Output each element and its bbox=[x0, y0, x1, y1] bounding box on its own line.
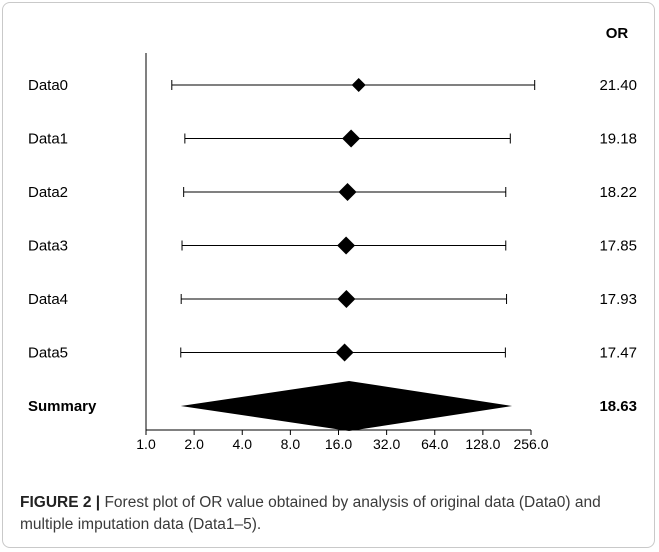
point-estimate-marker bbox=[337, 236, 356, 255]
summary-or-value: 18.63 bbox=[599, 398, 637, 415]
or-value: 21.40 bbox=[599, 77, 637, 94]
x-tick-label: 8.0 bbox=[281, 436, 301, 452]
row-label: Data4 bbox=[28, 291, 68, 308]
x-tick-label: 256.0 bbox=[513, 436, 548, 452]
rows-layer: Data0 21.40 Data1 19.18 Data2 18.22 Data3 17.85… bbox=[28, 77, 637, 362]
forest-row: Data1 19.18 bbox=[28, 129, 637, 148]
summary-layer: Summary 18.63 bbox=[28, 381, 637, 431]
or-column-header: OR bbox=[606, 25, 629, 42]
or-value: 17.47 bbox=[599, 345, 637, 362]
row-label: Data1 bbox=[28, 131, 68, 148]
x-tick-label: 64.0 bbox=[421, 436, 448, 452]
row-label: Data0 bbox=[28, 77, 68, 94]
row-label: Data2 bbox=[28, 184, 68, 201]
point-estimate-marker bbox=[338, 183, 357, 201]
row-label: Data3 bbox=[28, 238, 68, 255]
row-label: Data5 bbox=[28, 345, 68, 362]
forest-plot: Data0 21.40 Data1 19.18 Data2 18.22 Data3 17.85… bbox=[28, 25, 637, 452]
forest-row: Data0 21.40 bbox=[28, 77, 637, 94]
figure-caption: FIGURE 2 | Forest plot of OR value obtai… bbox=[20, 492, 640, 536]
or-value: 17.93 bbox=[599, 291, 637, 308]
x-tick-label: 32.0 bbox=[373, 436, 400, 452]
x-tick-label: 4.0 bbox=[233, 436, 253, 452]
x-tick-label: 1.0 bbox=[136, 436, 156, 452]
or-value: 17.85 bbox=[599, 238, 637, 255]
forest-row: Data4 17.93 bbox=[28, 290, 637, 308]
point-estimate-marker bbox=[335, 343, 354, 362]
forest-row: Data2 18.22 bbox=[28, 183, 637, 201]
x-tick-label: 128.0 bbox=[465, 436, 500, 452]
caption-label: FIGURE 2 | bbox=[20, 494, 101, 511]
point-estimate-marker bbox=[351, 78, 366, 92]
summary-diamond bbox=[180, 381, 513, 431]
forest-row: Data3 17.85 bbox=[28, 236, 637, 255]
forest-row: Data5 17.47 bbox=[28, 343, 637, 362]
point-estimate-marker bbox=[337, 290, 356, 308]
point-estimate-marker bbox=[342, 129, 361, 148]
x-tick-label: 2.0 bbox=[184, 436, 204, 452]
or-value: 19.18 bbox=[599, 131, 637, 148]
x-tick-label: 16.0 bbox=[325, 436, 352, 452]
or-value: 18.22 bbox=[599, 184, 637, 201]
caption-text: Forest plot of OR value obtained by anal… bbox=[20, 494, 601, 533]
axis-layer: 1.0 2.0 4.0 8.0 16.0 32.0 64.0 128.0 256.0 bbox=[136, 53, 549, 452]
summary-label: Summary bbox=[28, 398, 97, 415]
